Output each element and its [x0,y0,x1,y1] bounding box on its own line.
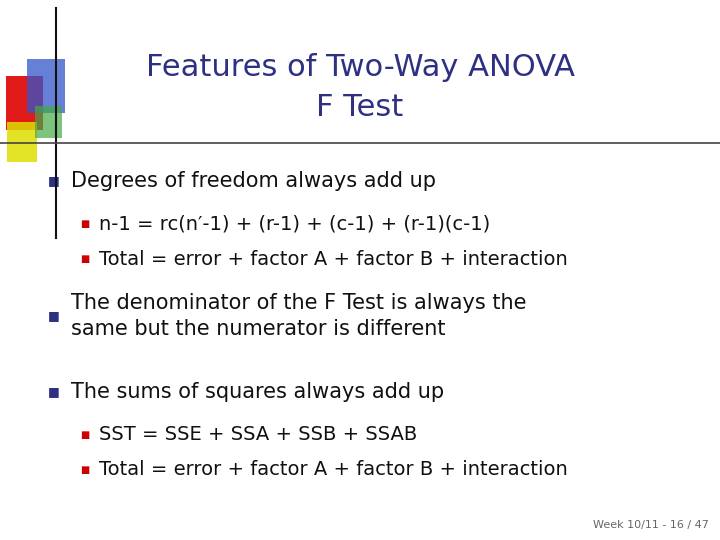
Text: The denominator of the F Test is always the
same but the numerator is different: The denominator of the F Test is always … [71,293,526,339]
Bar [6,76,43,130]
Text: Total = error + factor A + factor B + interaction: Total = error + factor A + factor B + in… [99,460,568,480]
Text: ■: ■ [81,465,89,475]
Text: SST = SSE + SSA + SSB + SSAB: SST = SSE + SSA + SSB + SSAB [99,425,418,444]
Bar [7,122,37,162]
Text: The sums of squares always add up: The sums of squares always add up [71,381,444,402]
Text: ■: ■ [48,174,60,187]
Text: ■: ■ [48,385,60,398]
Text: Features of Two-Way ANOVA: Features of Two-Way ANOVA [145,53,575,82]
Text: Week 10/11 - 16 / 47: Week 10/11 - 16 / 47 [593,520,709,530]
Text: Degrees of freedom always add up: Degrees of freedom always add up [71,171,436,191]
Text: ■: ■ [81,430,89,440]
Text: n-1 = rc(n′-1) + (r-1) + (c-1) + (r-1)(c-1): n-1 = rc(n′-1) + (r-1) + (c-1) + (r-1)(c… [99,214,490,234]
Text: ■: ■ [81,254,89,264]
Text: ■: ■ [81,219,89,229]
Bar [27,59,65,113]
Text: ■: ■ [48,309,60,322]
Bar [35,106,62,138]
Text: Total = error + factor A + factor B + interaction: Total = error + factor A + factor B + in… [99,249,568,269]
Text: F Test: F Test [316,93,404,123]
